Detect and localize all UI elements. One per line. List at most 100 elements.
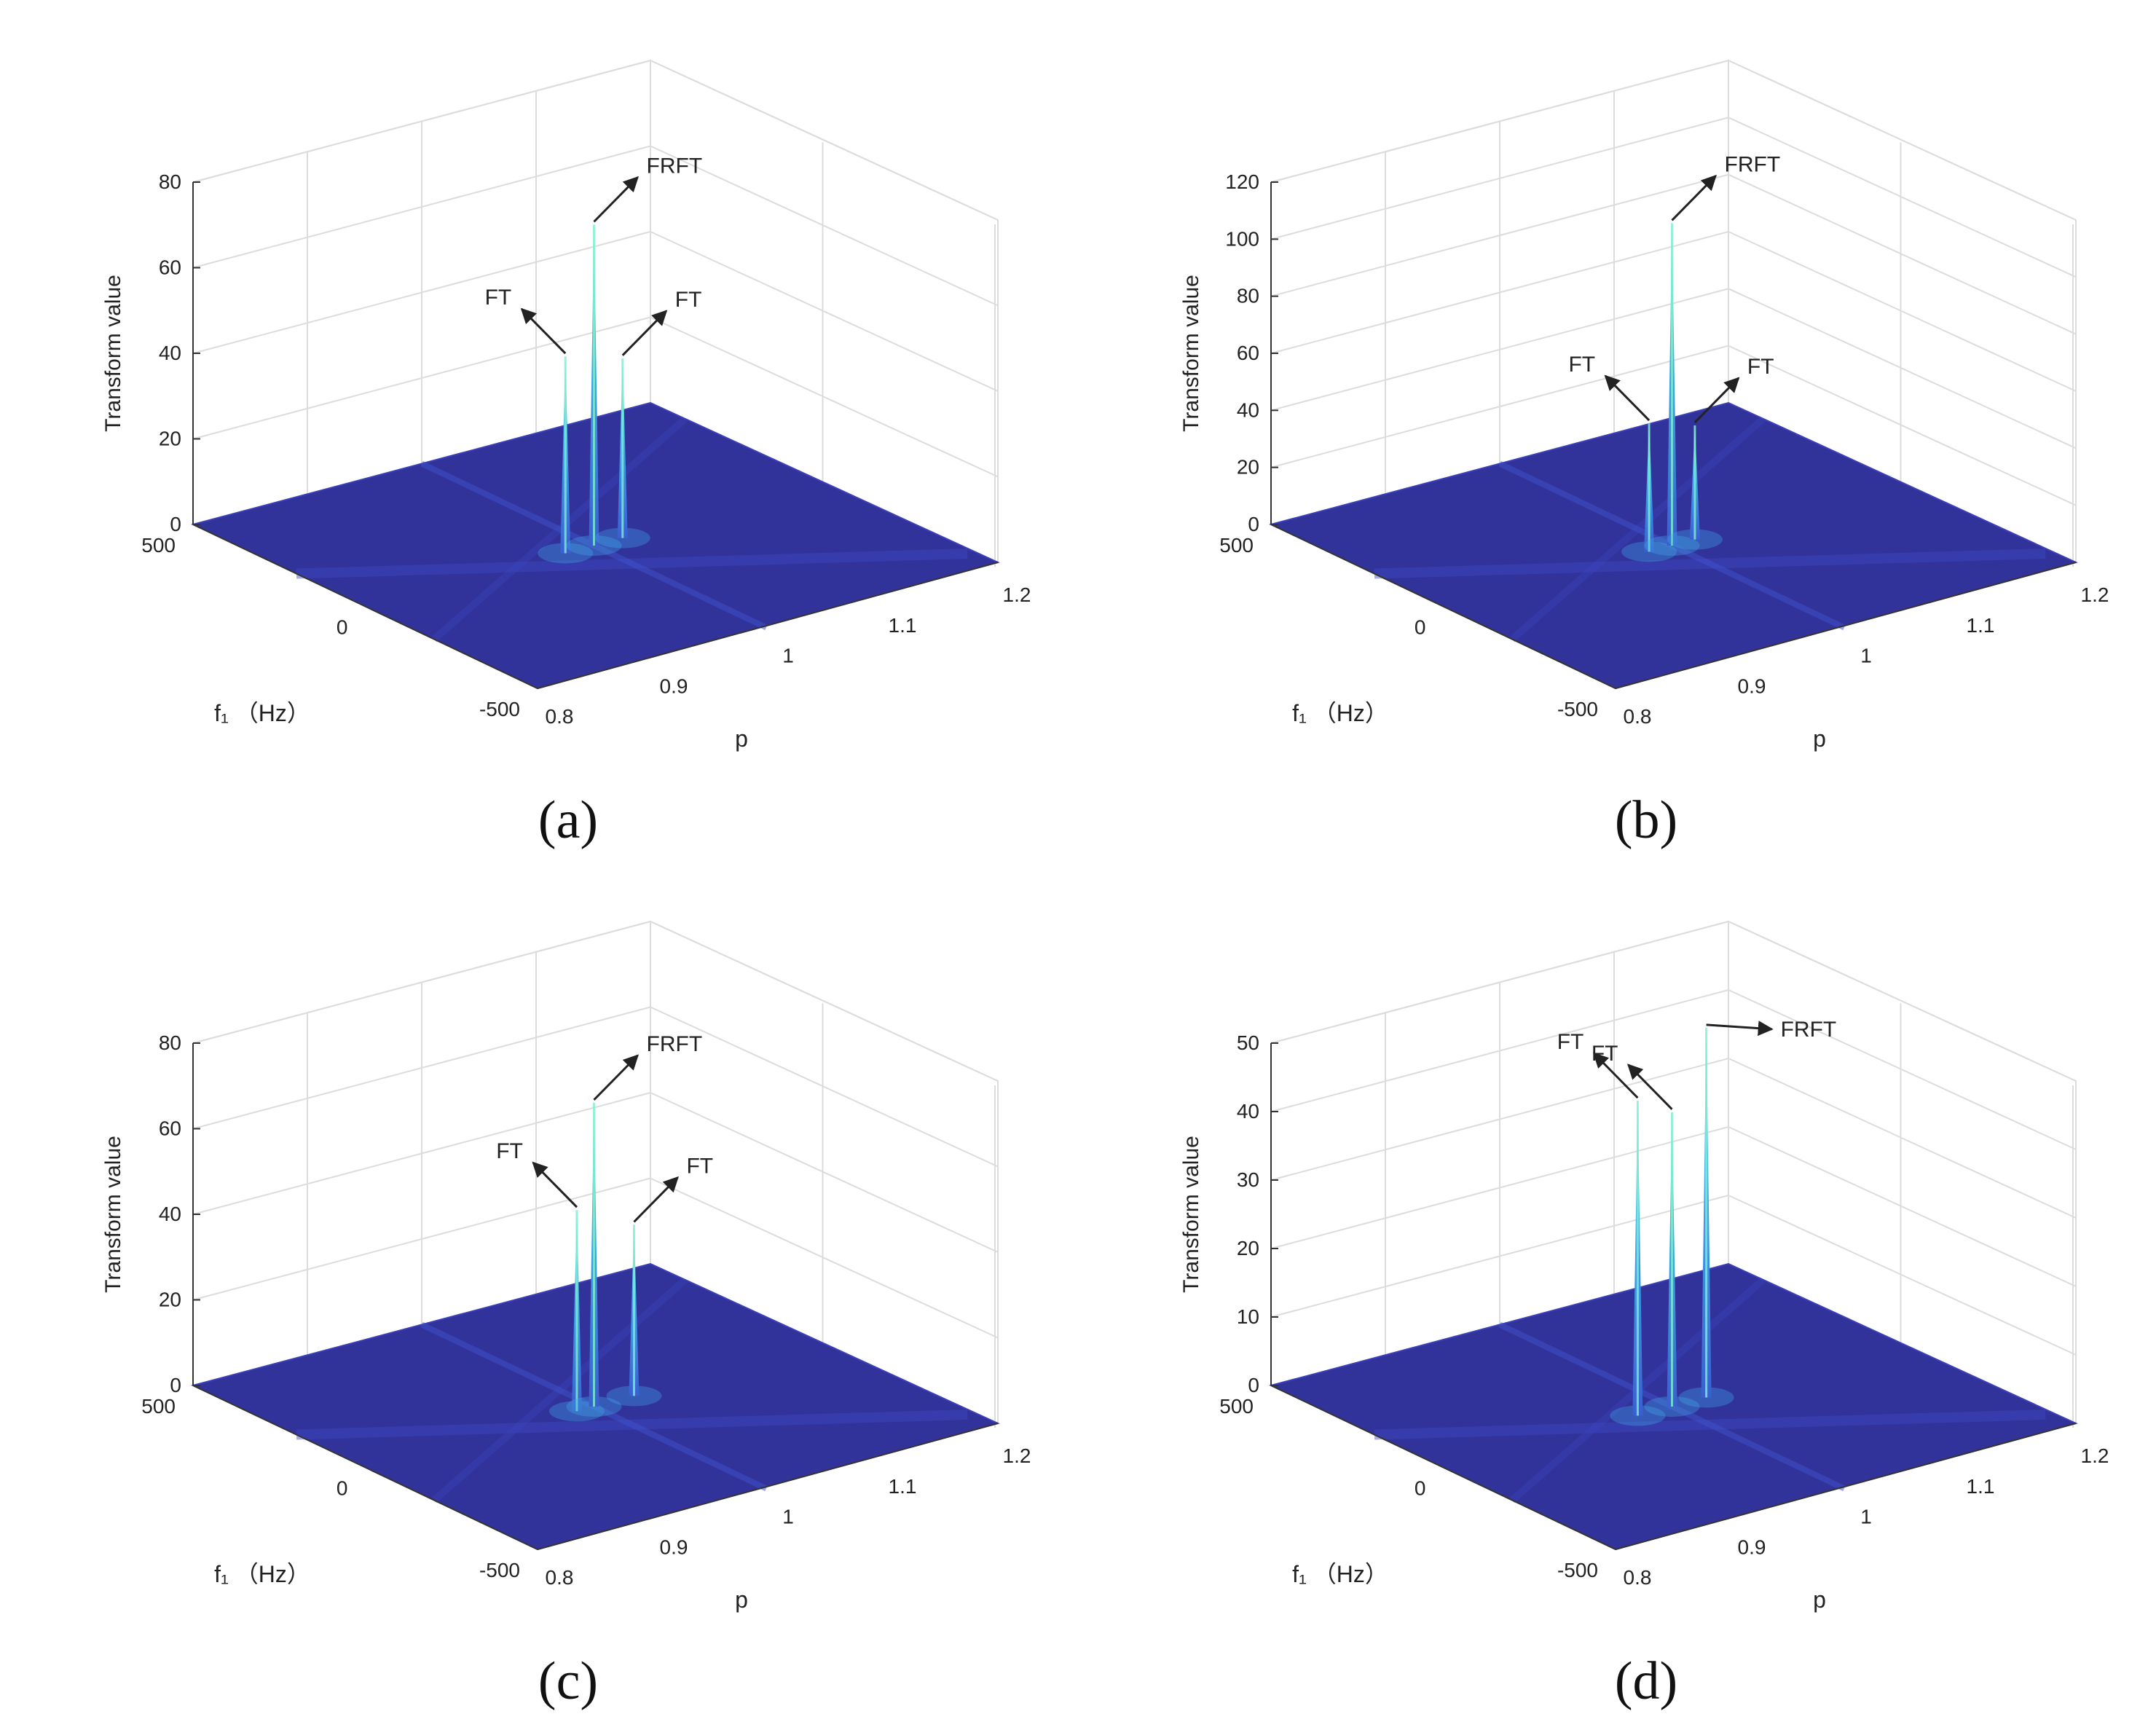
z-axis-label: Transform value [1179,1136,1203,1293]
p-axis-line [1615,562,2077,689]
peak-label: FT [496,1139,523,1163]
peak-label: FT [686,1154,713,1178]
peak-label: FT [1568,353,1595,377]
z-axis-label: Transform value [101,1136,125,1293]
f-axis-line [1270,1385,1616,1550]
f-tick-label: -500 [1557,698,1598,720]
z-tick-label: 20 [159,1289,181,1311]
p-tick-label: 1.1 [1967,1475,1995,1498]
panel-caption: (a) [538,790,598,850]
z-tick-label: 50 [1237,1031,1259,1054]
peak-label: FRFT [1781,1018,1837,1042]
z-tick-label: 40 [159,342,181,364]
p-axis-line [1615,1423,2077,1550]
p-tick-label: 0.8 [1624,705,1652,728]
f-tick-label: 500 [141,1395,176,1418]
z-axis-label: Transform value [101,275,125,432]
f-tick-label: -500 [1557,1559,1598,1581]
p-tick-label: 1.2 [2081,583,2109,606]
peak-arrow [1604,374,1651,422]
p-tick-label: 1.1 [889,1475,917,1498]
f-tick-label: 0 [1415,1477,1426,1500]
peak-label: FT [1557,1030,1584,1054]
peak-arrow [1592,1052,1639,1099]
f-axis-label: f₁ （Hz） [1292,1561,1388,1587]
panel-caption: (b) [1615,790,1677,850]
z-tick-label: 60 [159,256,181,279]
z-tick-label: 100 [1225,227,1259,250]
p-axis-label: p [1813,1587,1826,1613]
z-tick-label: 80 [1237,285,1259,307]
z-tick-label: 20 [159,428,181,450]
z-tick-label: 120 [1225,170,1259,193]
p-tick-label: 1.2 [1003,1444,1031,1467]
peak-arrow [1706,1021,1774,1037]
z-tick-label: 40 [1237,1100,1259,1123]
z-axis-label: Transform value [1179,275,1203,432]
f-tick-label: -500 [479,1559,520,1581]
p-tick-label: 1.2 [2081,1444,2109,1467]
z-tick-label: 80 [159,170,181,193]
f-tick-label: 500 [141,534,176,557]
z-tick-label: 20 [1237,1237,1259,1259]
p-axis-label: p [1813,726,1826,752]
peak-label: FRFT [1725,152,1781,176]
z-tick-label: 40 [1237,398,1259,421]
p-tick-label: 0.9 [660,675,688,697]
peak-arrow [1671,174,1717,221]
peak-arrow [593,176,639,223]
p-tick-label: 1 [782,1506,794,1528]
f-tick-label: -500 [479,698,520,720]
peak-label: FT [1747,355,1774,379]
panel-caption: (c) [538,1651,598,1711]
peak-arrow [621,310,668,356]
f-tick-label: 0 [1415,616,1426,639]
p-tick-label: 0.8 [1624,1566,1652,1589]
peak-arrow [1627,1064,1673,1110]
f-axis-line [192,1385,538,1550]
peak-arrow [532,1161,578,1208]
z-tick-label: 10 [1237,1305,1259,1328]
f-axis-label: f₁ （Hz） [214,700,310,726]
peak-label: FRFT [647,1032,703,1056]
p-tick-label: 1.2 [1003,583,1031,606]
z-tick-label: 0 [1248,1374,1259,1396]
z-tick-label: 20 [1237,456,1259,479]
z-tick-label: 30 [1237,1168,1259,1191]
z-tick-label: 0 [1248,513,1259,535]
peak-label: FT [485,286,512,310]
peak-label: FRFT [647,154,703,178]
p-axis-line [537,1423,999,1550]
p-tick-label: 0.9 [660,1536,688,1558]
p-tick-label: 0.8 [546,1566,574,1589]
z-tick-label: 40 [159,1203,181,1225]
peak-arrow [593,1054,639,1101]
peak-arrow [520,307,567,355]
peak-arrow [633,1176,679,1223]
p-tick-label: 0.9 [1738,1536,1766,1558]
f-tick-label: 500 [1219,534,1254,557]
p-tick-label: 1 [782,645,794,667]
p-tick-label: 0.9 [1738,675,1766,697]
f-tick-label: 500 [1219,1395,1254,1418]
f-axis-line [1270,524,1616,689]
f-axis-line [192,524,538,689]
peak-label: FT [1592,1042,1618,1066]
p-tick-label: 1.1 [1967,614,1995,637]
peak-arrow [1693,377,1740,424]
z-tick-label: 60 [1237,342,1259,364]
z-tick-label: 80 [159,1031,181,1054]
f-tick-label: 0 [337,616,348,639]
z-tick-label: 0 [170,513,181,535]
peak-label: FT [675,288,702,312]
panel-caption: (d) [1615,1651,1677,1711]
f-axis-label: f₁ （Hz） [214,1561,310,1587]
z-tick-label: 0 [170,1374,181,1396]
z-tick-label: 60 [159,1117,181,1140]
f-axis-label: f₁ （Hz） [1292,700,1388,726]
p-tick-label: 1 [1860,645,1872,667]
p-tick-label: 0.8 [546,705,574,728]
